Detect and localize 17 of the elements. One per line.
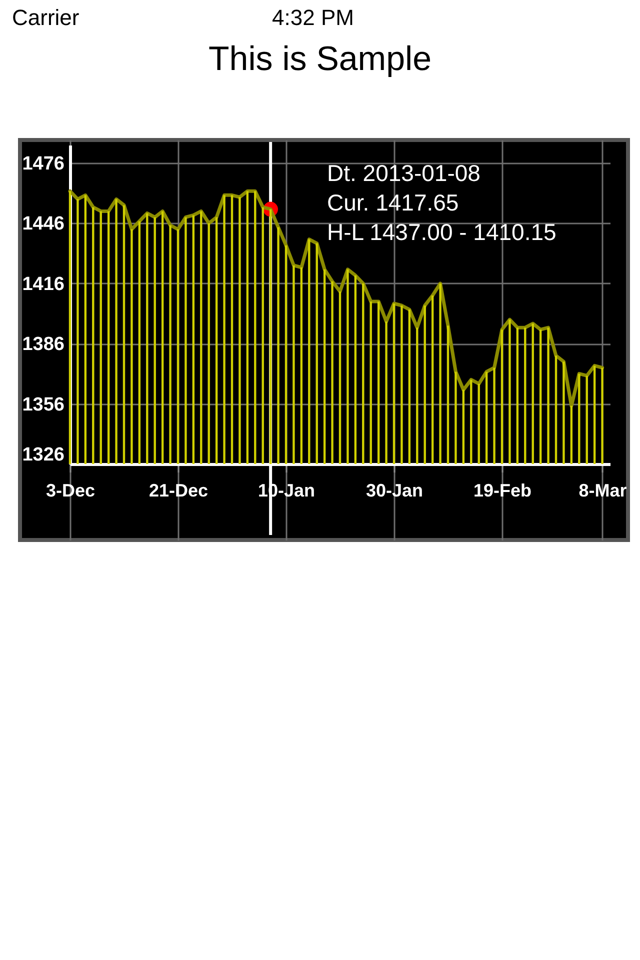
- annotation: Dt. 2013-01-08: [327, 160, 480, 186]
- x-tick-label: 30-Jan: [366, 480, 424, 500]
- text: 4:32 PM: [272, 5, 354, 30]
- annotation: Cur. 1417.65: [327, 190, 459, 216]
- y-tick-label: 1476: [22, 154, 64, 175]
- y-tick-label: 1386: [22, 334, 64, 356]
- y-tick-label: 1326: [22, 444, 64, 466]
- y-tick-label: 1356: [22, 394, 64, 416]
- x-tick-label: 3-Dec: [46, 480, 96, 500]
- annotation: H-L 1437.00 - 1410.15: [327, 219, 556, 245]
- y-tick-label: 1416: [22, 274, 64, 295]
- x-tick-label: 19-Feb: [473, 480, 532, 500]
- x-tick-label: 8-Mar: [578, 480, 627, 500]
- text: Carrier: [12, 5, 80, 30]
- y-tick-label: 1446: [22, 214, 64, 235]
- chart-title: This is Sample: [208, 40, 432, 78]
- x-tick-label: 21-Dec: [148, 480, 208, 500]
